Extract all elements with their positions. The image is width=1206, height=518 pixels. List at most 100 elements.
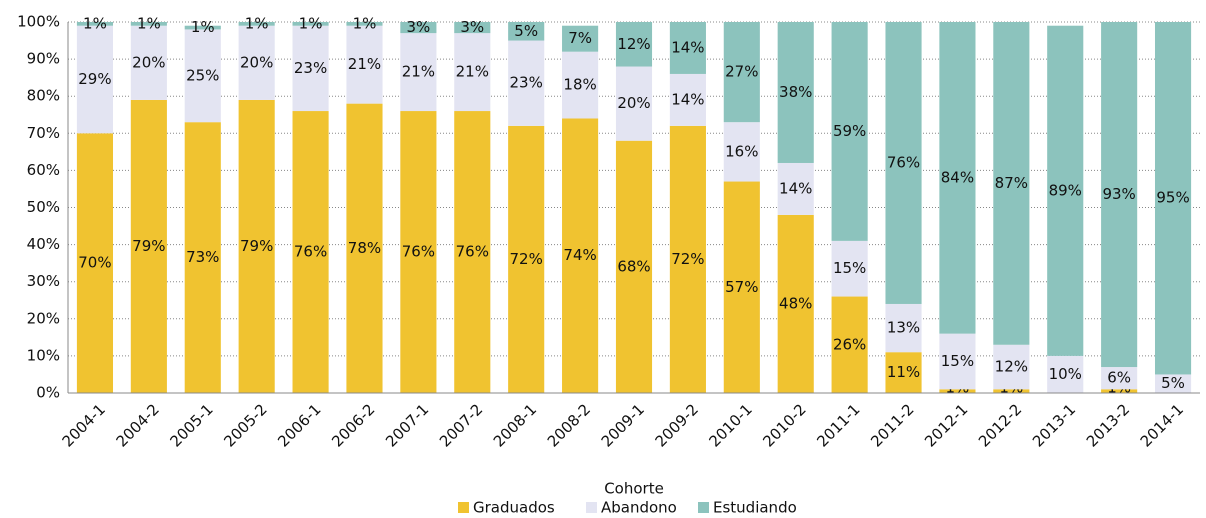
- data-label: 57%: [725, 278, 758, 296]
- bar-segment: [238, 25, 275, 100]
- bar-segment: [508, 125, 545, 393]
- data-label: 14%: [671, 38, 704, 56]
- legend-swatch: [458, 502, 469, 513]
- x-tick-label: 2014-1: [1137, 400, 1187, 450]
- data-label: 48%: [779, 294, 812, 312]
- data-label: 68%: [617, 257, 650, 275]
- data-label: 7%: [568, 29, 592, 47]
- bar-segment: [1154, 374, 1192, 393]
- bar-segment: [669, 22, 706, 74]
- bar-segment: [238, 99, 275, 393]
- y-tick-label: 90%: [27, 50, 60, 68]
- y-tick-label: 100%: [17, 13, 60, 31]
- bar-segment: [184, 25, 221, 30]
- bar-segment: [777, 162, 814, 215]
- x-tick-label: 2011-1: [813, 400, 863, 450]
- data-label: 95%: [1156, 189, 1189, 207]
- bar-segment: [885, 303, 922, 353]
- x-tick-label: 2010-2: [759, 400, 809, 450]
- x-tick-label: 2009-2: [652, 400, 702, 450]
- x-tick-label: 2012-1: [921, 400, 971, 450]
- data-label: 20%: [240, 53, 273, 71]
- data-label: 27%: [725, 63, 758, 81]
- bar-segment: [76, 133, 114, 394]
- legend-label: Graduados: [473, 499, 555, 517]
- data-label: 59%: [833, 122, 866, 140]
- data-label: 29%: [78, 70, 111, 88]
- x-tick-label: 2009-1: [598, 400, 648, 450]
- y-tick-label: 40%: [27, 235, 60, 253]
- data-label: 1%: [83, 14, 107, 32]
- bar-segment: [939, 389, 976, 393]
- bar-segment: [1154, 22, 1192, 375]
- data-label: 76%: [294, 243, 327, 261]
- x-tick-label: 2010-1: [706, 400, 756, 450]
- y-tick-label: 0%: [36, 384, 60, 402]
- bar-segment: [292, 22, 329, 26]
- y-tick-label: 70%: [27, 124, 60, 142]
- data-label: 79%: [132, 237, 165, 255]
- y-tick-label: 20%: [27, 309, 60, 327]
- data-label: 1%: [245, 14, 269, 32]
- bar-segment: [993, 389, 1030, 393]
- legend-label: Estudiando: [713, 499, 797, 517]
- data-label: 15%: [833, 259, 866, 277]
- y-tick-label: 80%: [27, 87, 60, 105]
- y-tick-label: 30%: [27, 272, 60, 290]
- data-label: 76%: [887, 153, 920, 171]
- y-tick-label: 60%: [27, 161, 60, 179]
- legend-swatch: [586, 502, 597, 513]
- bar-segment: [508, 40, 545, 126]
- bar-segment: [562, 51, 599, 119]
- bar-segment: [508, 22, 545, 41]
- data-label: 15%: [941, 352, 974, 370]
- data-label: 12%: [995, 358, 1028, 376]
- bar-segment: [939, 333, 976, 390]
- data-label: 26%: [833, 335, 866, 353]
- bar-segment: [130, 99, 167, 393]
- data-label: 87%: [995, 174, 1028, 192]
- bar-segment: [615, 22, 653, 67]
- bar-segment: [400, 22, 437, 34]
- bar-segment: [346, 25, 383, 104]
- data-label: 13%: [887, 319, 920, 337]
- data-label: 79%: [240, 237, 273, 255]
- bar-segment: [238, 22, 275, 26]
- bar-segment: [885, 22, 922, 304]
- data-label: 23%: [510, 74, 543, 92]
- data-label: 1%: [299, 14, 323, 32]
- bar-segment: [669, 125, 706, 393]
- data-label: 72%: [671, 250, 704, 268]
- data-label: 12%: [617, 35, 650, 53]
- data-label: 1%: [353, 14, 377, 32]
- legend-swatch: [698, 502, 709, 513]
- data-label: 3%: [406, 18, 430, 36]
- bar-segment: [1047, 25, 1084, 356]
- x-tick-label: 2006-2: [328, 400, 378, 450]
- bar-segment: [562, 25, 599, 52]
- bar-segment: [723, 122, 760, 182]
- x-tick-label: 2008-2: [544, 400, 594, 450]
- bar-segment: [1101, 22, 1138, 368]
- bar-segment: [1101, 367, 1138, 390]
- bar-segment: [130, 25, 167, 100]
- bar-segment: [184, 29, 221, 123]
- x-tick-label: 2007-1: [382, 400, 432, 450]
- y-tick-label: 10%: [27, 346, 60, 364]
- x-tick-label: 2007-2: [436, 400, 486, 450]
- data-label: 70%: [78, 254, 111, 272]
- data-label: 72%: [510, 250, 543, 268]
- bar-segment: [669, 73, 706, 126]
- x-tick-label: 2005-2: [220, 400, 270, 450]
- data-label: 20%: [132, 53, 165, 71]
- bar-segment: [346, 22, 383, 26]
- data-label: 5%: [1161, 374, 1185, 392]
- x-tick-label: 2006-1: [274, 400, 324, 450]
- data-label: 20%: [617, 94, 650, 112]
- data-label: 3%: [460, 18, 484, 36]
- bar-segment: [885, 352, 922, 393]
- x-tick-label: 2004-1: [59, 400, 109, 450]
- x-tick-label: 2011-2: [867, 400, 917, 450]
- bar-segment: [130, 22, 167, 26]
